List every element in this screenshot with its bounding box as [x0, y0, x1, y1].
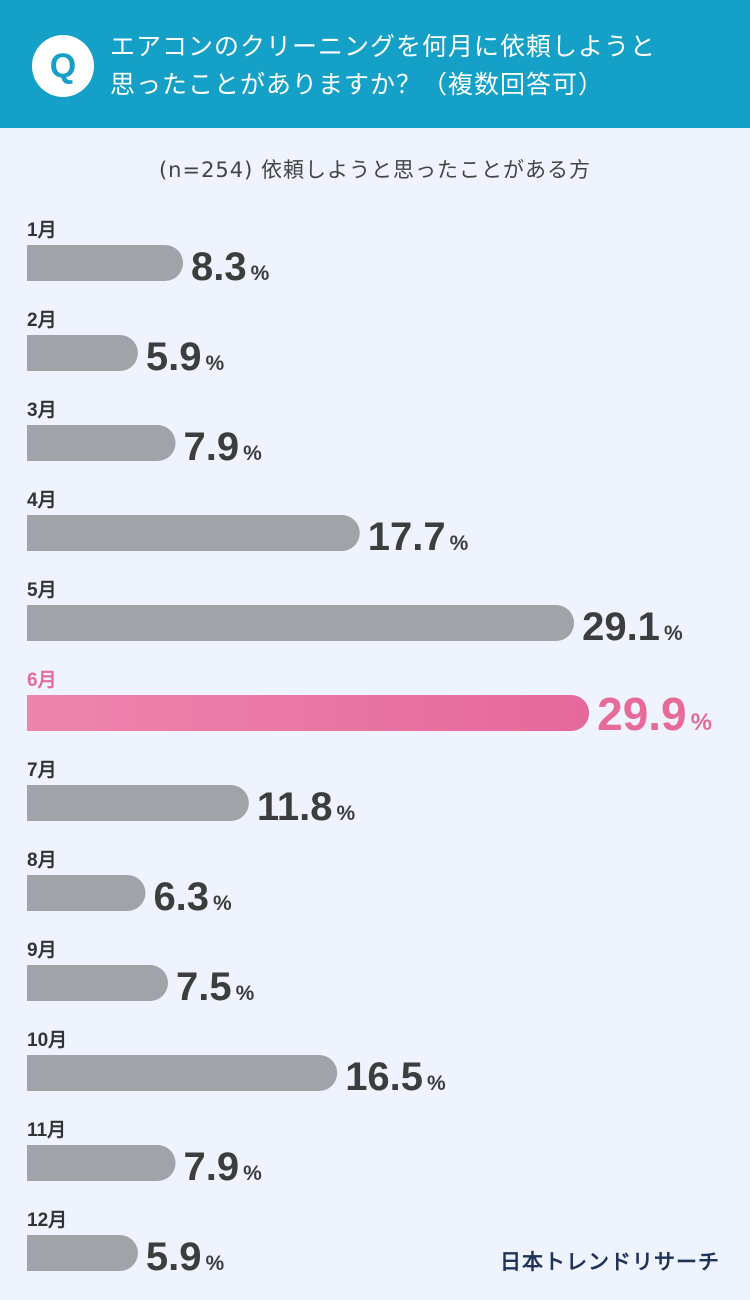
month-label: 8月: [27, 850, 57, 871]
bar: [27, 1055, 338, 1091]
value-label: 7.5%: [176, 965, 255, 1009]
month-label: 4月: [27, 490, 57, 511]
brand-logo: 日本トレンドリサーチ: [500, 1250, 720, 1274]
question-line-1: エアコンのクリーニングを何月に依頼しようと: [110, 32, 657, 61]
month-label: 9月: [27, 940, 57, 961]
value-label: 29.9%: [597, 688, 712, 740]
sample-subtitle: (n=254) 依頼しようと思ったことがある方: [158, 158, 592, 182]
month-label: 5月: [27, 580, 57, 601]
value-label: 5.9%: [146, 1235, 225, 1279]
bar: [27, 605, 575, 641]
month-label: 11月: [27, 1120, 66, 1141]
bar: [27, 335, 138, 371]
value-label: 16.5%: [345, 1055, 446, 1099]
month-label: 3月: [27, 400, 57, 421]
bar: [27, 425, 176, 461]
month-label: 6月: [27, 670, 57, 691]
value-label: 17.7%: [368, 515, 469, 559]
bar-highlight: [27, 695, 590, 731]
bar: [27, 1235, 138, 1271]
value-label: 29.1%: [582, 605, 683, 649]
bar: [27, 245, 184, 281]
question-header: Q エアコンのクリーニングを何月に依頼しようと 思ったことがありますか？（複数回…: [0, 0, 750, 128]
month-label: 10月: [27, 1030, 67, 1051]
bar: [27, 875, 146, 911]
value-label: 8.3%: [191, 245, 270, 289]
bar: [27, 965, 168, 1001]
bar: [27, 515, 360, 551]
q-badge: Q: [32, 35, 94, 97]
month-label: 1月: [27, 220, 57, 241]
value-label: 7.9%: [184, 1145, 263, 1189]
bar: [27, 1145, 176, 1181]
question-text: エアコンのクリーニングを何月に依頼しようと 思ったことがありますか？（複数回答可…: [110, 28, 730, 104]
month-label: 7月: [27, 760, 57, 781]
month-label: 12月: [27, 1210, 67, 1231]
value-label: 5.9%: [146, 335, 225, 379]
question-line-2: 思ったことがありますか？（複数回答可）: [110, 70, 605, 99]
value-label: 11.8%: [257, 785, 356, 829]
value-label: 7.9%: [184, 425, 263, 469]
value-label: 6.3%: [153, 875, 232, 919]
month-label: 2月: [27, 310, 57, 331]
bar: [27, 785, 249, 821]
